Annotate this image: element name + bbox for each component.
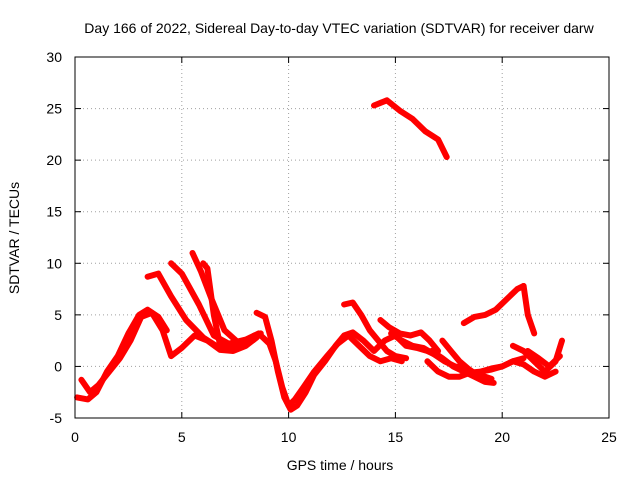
y-tick-label: 10 (46, 255, 62, 271)
y-tick-label: 30 (46, 49, 62, 65)
series-line-s12 (428, 348, 497, 386)
x-axis-label: GPS time / hours (287, 457, 394, 473)
series-line-s16 (520, 283, 538, 337)
x-tick-label: 10 (281, 429, 297, 445)
series-line-s13 (439, 337, 495, 382)
series-line-s5 (189, 250, 264, 345)
grid (75, 57, 609, 418)
y-tick-label: 0 (54, 358, 62, 374)
series-line-s2 (78, 309, 260, 396)
series-line-s20 (371, 97, 450, 160)
y-tick-label: 5 (54, 307, 62, 323)
x-tick-label: 20 (494, 429, 510, 445)
x-tick-label: 15 (388, 429, 404, 445)
series-group (74, 97, 565, 413)
x-tick-label: 0 (71, 429, 79, 445)
series-line-s10 (377, 317, 442, 354)
y-axis-label: SDTVAR / TECUs (6, 182, 22, 294)
axis-ticks (74, 56, 610, 419)
series-line-s8 (257, 332, 405, 409)
y-tick-label: 25 (46, 101, 62, 117)
series-line-s15 (460, 283, 527, 327)
plot-frame (74, 56, 610, 419)
y-tick-label: 20 (46, 152, 62, 168)
series-line-s9 (341, 299, 410, 362)
chart-title: Day 166 of 2022, Sidereal Day-to-day VTE… (84, 20, 594, 36)
series-line-s19 (524, 348, 563, 370)
series-line-s18 (477, 358, 559, 380)
x-tick-label: 5 (178, 429, 186, 445)
y-tick-label: 15 (46, 204, 62, 220)
x-tick-label: 25 (601, 429, 617, 445)
series-line-s6 (200, 260, 258, 353)
y-tick-label: -5 (50, 410, 63, 426)
tick-labels: 0 5 10 15 20 25 -5 0 5 10 15 20 25 30 (46, 49, 617, 445)
